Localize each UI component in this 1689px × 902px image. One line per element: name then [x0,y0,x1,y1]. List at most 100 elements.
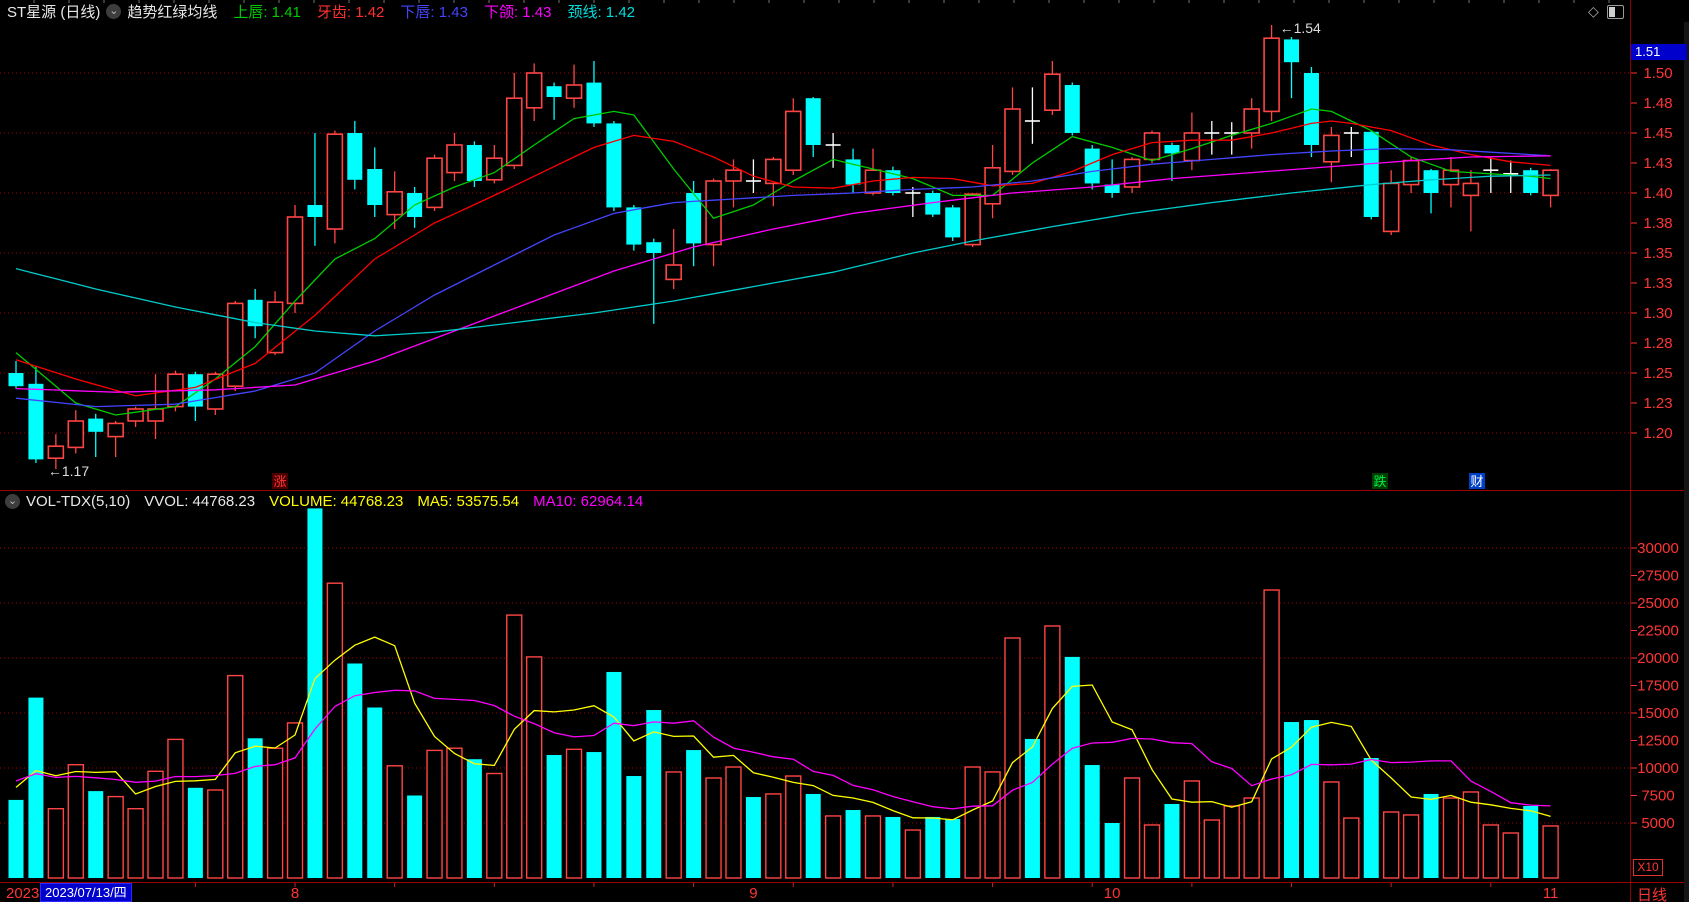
volume-bar-up [1143,824,1161,879]
hdr-fields-field-2: 下唇: 1.43 [400,3,468,21]
volume-bar-down [626,776,642,878]
volume-bar-down [885,816,901,878]
collapse-indicator-icon[interactable]: ⌄ [106,3,122,19]
volume-bar-up [1323,781,1340,879]
latest-price-tag: 1.51 [1631,44,1687,60]
candle-up-body [1263,37,1280,113]
volume-bar-up [67,764,84,879]
volume-bar-down [367,707,383,878]
price-axis-label: 1.48 [1643,95,1672,112]
candle-up-body [386,191,403,216]
top-ruler [0,0,1630,3]
candle-up-body [1542,169,1559,197]
candle-down-body [586,82,602,124]
volume-bar-up [506,614,523,879]
volume-bar-up [1382,811,1400,879]
volume-bar-up [1223,805,1240,879]
candle-up-body [147,408,164,422]
vol-fields-field-3: MA10: 62964.14 [533,493,644,510]
volume-bar-down [88,791,104,878]
candle-down-body [546,86,562,97]
volume-axis-label: 22500 [1637,623,1679,640]
chart-header: ST星源 (日线) ⌄ 趋势红绿均线 上唇: 1.41 牙齿: 1.42 下唇: 1… [0,0,651,22]
indicator-name[interactable]: 趋势红绿均线 [127,3,218,21]
volume-indicator-name[interactable]: VOL-TDX(5,10) [26,493,131,510]
diamond-icon[interactable]: ◇ [1588,3,1599,19]
date-axis[interactable]: 2023 2023/07/13/四 [0,883,1689,902]
date-axis-border [0,882,1689,883]
price-axis-label: 1.50 [1643,65,1672,82]
candle-up-body [665,264,682,281]
candle-down-body [805,98,821,145]
candle-down-body [686,193,702,244]
candle-down-body [247,299,263,327]
candle-down-body [885,170,901,193]
price-axis-border [1630,0,1631,902]
volume-bar-up [1482,824,1500,879]
volume-bar-up [705,777,722,879]
year-label: 2023 [6,885,40,902]
candle-down-body [646,242,662,253]
hdr-fields-field-1: 牙齿: 1.42 [316,3,385,21]
volume-bar-up [984,771,1001,879]
selected-date-badge: 2023/07/13/四 [40,883,132,902]
volume-bar-up [426,749,443,879]
price-axis-label: 1.23 [1643,395,1672,412]
candle-up-body [784,110,802,172]
candle-down-body [88,418,104,432]
candle-down-body [8,373,24,387]
vol-fields-field-1: VOLUME: 44768.23 [269,493,404,510]
volume-ma10-line [15,689,1551,810]
volume-bar-down [606,671,622,878]
volume-bar-up [266,747,284,879]
volume-bar-down [845,810,861,878]
price-axis-label: 1.20 [1643,425,1672,442]
price-axis-label: 1.35 [1643,245,1672,262]
period-label[interactable]: 日线 [1637,887,1668,902]
volume-bar-up [1123,777,1141,879]
split-window-icon[interactable] [1606,4,1624,19]
volume-bar-up [147,770,164,879]
candle-down-body [1363,131,1379,217]
vol-fields-field-0: VVOL: 44768.23 [144,493,256,510]
candle-down-body [1423,170,1439,193]
volume-bar-up [525,656,543,879]
volume-bar-down [1363,757,1379,878]
volume-bar-down [1423,793,1439,878]
volume-bar-up [286,722,304,879]
candle-down-body [1284,39,1300,63]
volume-bar-up [127,808,144,879]
volume-bar-up [1183,780,1201,879]
candle-up-body [127,408,144,422]
volume-axis-label: 25000 [1637,595,1679,612]
month-label: 10 [1104,885,1121,902]
volume-bar-down [1523,805,1539,878]
candle-up-body [426,157,443,209]
candle-down-body [466,145,482,181]
volume-bar-down [1164,803,1180,878]
volume-bar-up [964,766,981,879]
volume-axis-label: 30000 [1637,540,1679,557]
volume-bar-up [386,765,403,879]
volume-bar-down [805,793,821,878]
pane-divider[interactable] [0,490,1689,491]
month-label: 8 [291,885,299,902]
volume-bar-down [925,816,941,878]
volume-multiplier: X10 [1633,859,1663,876]
candle-down-body [307,205,323,217]
volume-bar-up [765,793,782,879]
header-toolbar: ◇ [1588,3,1624,20]
candle-up-body [964,193,981,246]
volume-bar-up [565,748,583,879]
volume-bar-down [1284,722,1300,878]
volume-bar-up [1243,797,1260,879]
volume-bar-down [1084,765,1100,878]
candle-up-body [1462,182,1480,197]
volume-bar-up [904,829,922,879]
volume-header: ⌄ VOL-TDX(5,10) VVOL: 44768.23 VOLUME: 44… [0,491,657,512]
collapse-volume-icon[interactable]: ⌄ [5,494,20,509]
price-annotation: ←1.54 [1280,20,1321,36]
volume-bar-up [167,738,184,879]
